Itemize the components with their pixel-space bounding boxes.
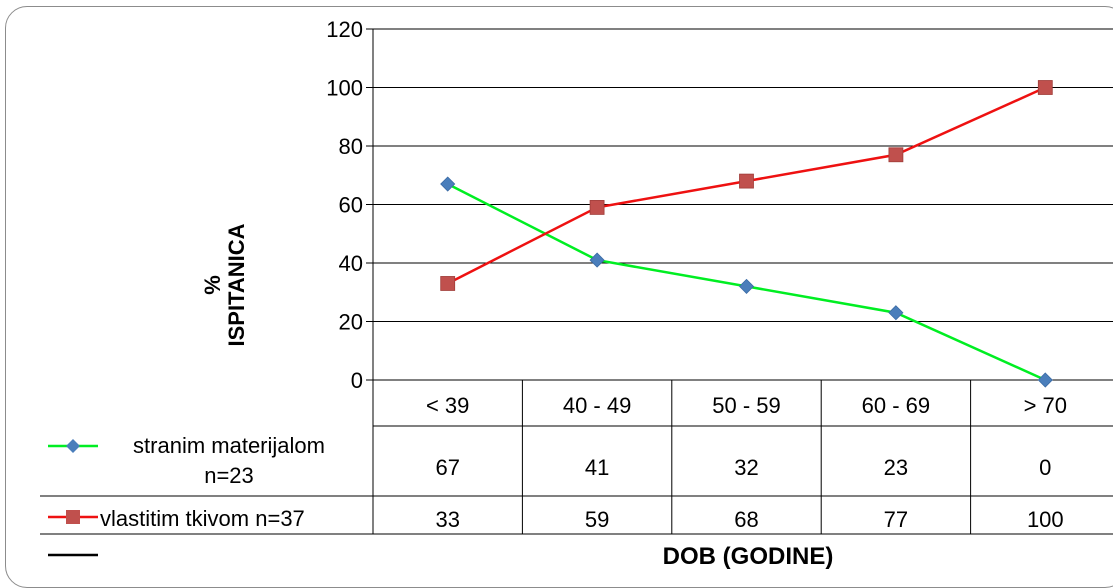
table-value: 68: [734, 507, 758, 532]
table-value: 33: [435, 507, 459, 532]
data-point: [589, 200, 605, 215]
legend-label: vlastitim tkivom n=37: [100, 506, 305, 531]
table-value: 100: [1027, 507, 1064, 532]
legend-key-marker: [66, 439, 80, 453]
y-tick-label: 20: [339, 310, 363, 335]
data-point: [1037, 372, 1053, 388]
table-value: 32: [734, 455, 758, 480]
legend-label: n=23: [204, 463, 254, 488]
data-point: [738, 278, 755, 294]
y-tick-label: 40: [339, 251, 363, 276]
table-value: 23: [884, 455, 908, 480]
y-tick-label: 100: [326, 76, 363, 101]
data-point: [440, 176, 456, 192]
x-tick-label: 60 - 69: [862, 393, 931, 418]
axes: 0 20 40 60 80 100 120: [326, 17, 1113, 393]
data-point: [888, 147, 904, 163]
y-tick-label: 80: [339, 134, 363, 159]
legend-key-marker: [66, 510, 80, 524]
data-point: [589, 252, 605, 268]
table-value: 59: [585, 507, 609, 532]
y-axis-title: % ISPITANICA: [200, 223, 249, 346]
legend-label: stranim materijalom: [133, 433, 325, 458]
table-value: 0: [1039, 455, 1051, 480]
x-tick-label: 50 - 59: [712, 393, 781, 418]
table-value: 67: [435, 455, 459, 480]
grid-lines: [373, 28, 1113, 322]
x-axis-title: DOB (GODINE): [663, 543, 834, 570]
table-value: 41: [585, 455, 609, 480]
x-tick-label: > 70: [1024, 393, 1067, 418]
line-chart: 0 20 40 60 80 100 120 < 39 40 - 49 50 - 59 60 - 6…: [40, 17, 1113, 570]
data-point: [440, 276, 456, 291]
y-tick-label: 120: [326, 17, 363, 42]
series-layer: [440, 80, 1053, 388]
y-axis-title-line-2: ISPITANICA: [224, 223, 249, 346]
y-tick-label: 0: [351, 368, 363, 393]
data-point: [888, 305, 904, 321]
data-point: [739, 173, 754, 189]
table-value: 77: [884, 507, 908, 532]
y-axis-title-line-1: %: [200, 275, 225, 295]
y-tick-label: 60: [339, 193, 363, 218]
data-point: [1037, 80, 1053, 95]
x-tick-label: 40 - 49: [563, 393, 632, 418]
x-tick-label: < 39: [426, 393, 469, 418]
data-table: < 39 40 - 49 50 - 59 60 - 69 > 70 67 41 32 23 0 33…: [40, 380, 1113, 557]
